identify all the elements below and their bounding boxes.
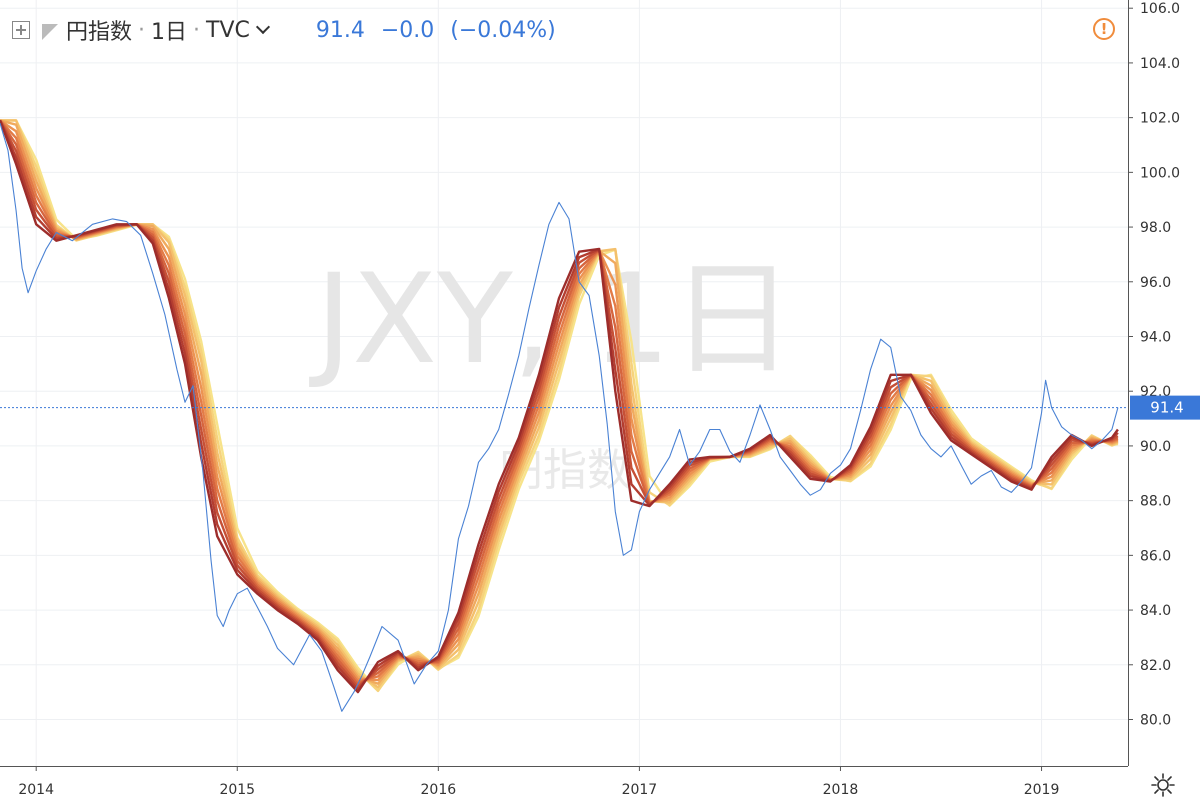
flag-icon — [42, 24, 58, 40]
chevron-down-icon[interactable] — [255, 19, 270, 35]
ma-line-7 — [0, 119, 1119, 686]
y-tick-label: 102.0 — [1140, 111, 1180, 127]
ma-line-4 — [0, 119, 1119, 685]
right-axis-panel[interactable] — [1128, 0, 1200, 766]
x-tick-label: 2019 — [1024, 782, 1060, 798]
price-change-pct: (−0.04%) — [450, 17, 556, 43]
x-tick-label: 2014 — [18, 782, 54, 798]
y-tick-label: 86.0 — [1140, 548, 1171, 564]
y-tick-label: 100.0 — [1140, 165, 1180, 181]
ma-line-2 — [0, 119, 1119, 693]
x-tick-label: 2018 — [823, 782, 859, 798]
last-price: 91.4 — [315, 17, 365, 43]
x-axis: 2014 2015 2016 2017 2018 2019 — [18, 766, 1059, 798]
gear-icon[interactable] — [1150, 772, 1176, 798]
ma-line-10 — [0, 119, 1119, 694]
y-tick-label: 98.0 — [1140, 220, 1171, 236]
ma-ribbon — [0, 119, 1119, 694]
ma-line-3 — [0, 119, 1119, 689]
x-tick-label: 2016 — [421, 782, 457, 798]
price-change: −0.0 — [380, 17, 435, 43]
y-tick-label: 80.0 — [1140, 712, 1171, 728]
ma-line-1 — [0, 119, 1119, 692]
ma-line-6 — [0, 119, 1119, 683]
y-tick-label: 106.0 — [1140, 1, 1180, 17]
exchange[interactable]: TVC — [206, 17, 250, 43]
interval[interactable]: 1日 — [151, 20, 188, 45]
separator: · — [193, 17, 201, 43]
separator: · — [138, 17, 146, 43]
bottom-axis-panel[interactable] — [0, 766, 1128, 808]
y-tick-label: 94.0 — [1140, 329, 1171, 345]
x-tick-label: 2017 — [622, 782, 658, 798]
ma-line-8 — [0, 119, 1119, 689]
y-tick-label: 96.0 — [1140, 275, 1171, 291]
y-axis: 106.0104.0102.0100.098.096.094.092.090.0… — [1128, 1, 1180, 728]
expand-icon[interactable] — [12, 21, 30, 39]
y-tick-label: 82.0 — [1140, 658, 1171, 674]
x-tick-label: 2015 — [219, 782, 255, 798]
price-line — [0, 122, 1119, 712]
price-label-text: 91.4 — [1150, 399, 1183, 417]
y-tick-label: 88.0 — [1140, 494, 1171, 510]
y-tick-label: 104.0 — [1140, 56, 1180, 72]
ma-line-9 — [0, 119, 1119, 691]
legend-header: 円指数 · 1日 · TVC 91.4 −0.0 (−0.04%) — [12, 10, 556, 50]
symbol-name[interactable]: 円指数 — [66, 20, 133, 45]
y-tick-label: 84.0 — [1140, 603, 1171, 619]
y-tick-label: 90.0 — [1140, 439, 1171, 455]
ma-line-5 — [0, 119, 1119, 682]
alert-icon[interactable]: ! — [1093, 18, 1115, 40]
grid — [0, 0, 1128, 766]
price-label-bg — [1130, 395, 1200, 420]
gear-icon-svg — [1151, 773, 1175, 797]
price-label: 91.4 — [1130, 395, 1200, 420]
price-series — [0, 122, 1119, 712]
